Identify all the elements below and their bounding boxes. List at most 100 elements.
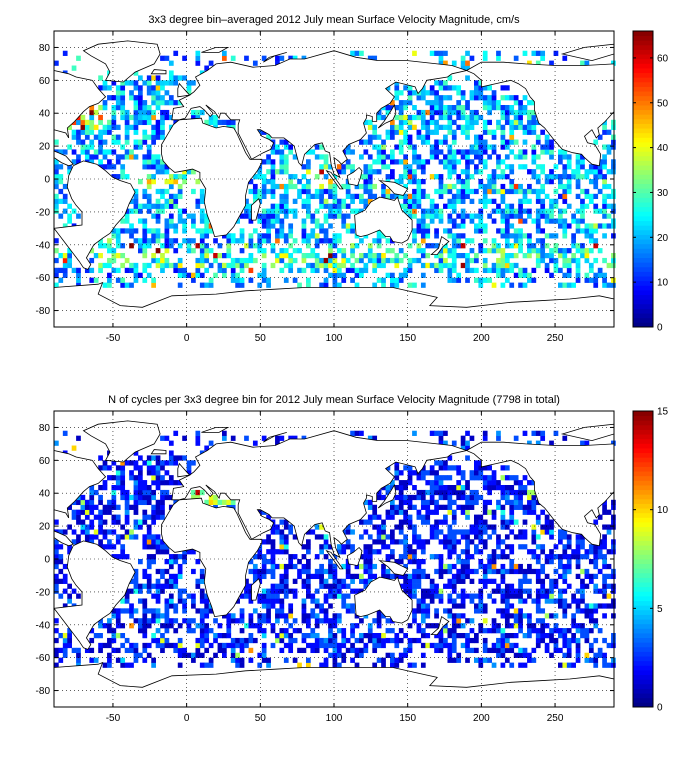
- heatmap-cell: [593, 554, 599, 560]
- heatmap-cell: [359, 578, 364, 584]
- heatmap-cell: [474, 85, 479, 91]
- heatmap-cell: [213, 637, 218, 644]
- heatmap-cell: [76, 662, 81, 668]
- heatmap-cell: [478, 85, 484, 91]
- heatmap-cell: [465, 183, 470, 190]
- heatmap-cell: [306, 578, 311, 584]
- heatmap-cell: [270, 164, 276, 170]
- heatmap-cell: [226, 238, 232, 244]
- heatmap-cell: [558, 593, 563, 599]
- heatmap-cell: [301, 218, 307, 224]
- heatmap-cell: [443, 114, 448, 121]
- heatmap-cell: [482, 544, 488, 550]
- heatmap-cell: [447, 633, 453, 639]
- heatmap-cell: [465, 114, 470, 121]
- heatmap-cell: [146, 642, 152, 649]
- colorbar-step: [633, 651, 653, 657]
- heatmap-cell: [336, 613, 342, 619]
- heatmap-cell: [465, 573, 470, 580]
- heatmap-cell: [491, 642, 497, 649]
- heatmap-cell: [491, 90, 497, 96]
- heatmap-cell: [146, 183, 152, 190]
- heatmap-cell: [522, 233, 528, 239]
- heatmap-cell: [460, 623, 466, 629]
- heatmap-cell: [438, 554, 444, 560]
- heatmap-cell: [482, 149, 488, 155]
- heatmap-cell: [332, 652, 338, 658]
- heatmap-cell: [328, 238, 333, 244]
- heatmap-cell: [443, 460, 448, 466]
- heatmap-cell: [288, 174, 294, 180]
- heatmap-cell: [323, 534, 329, 540]
- heatmap-cell: [208, 608, 214, 614]
- heatmap-cell: [146, 465, 152, 471]
- colorbar-step: [633, 494, 653, 500]
- heatmap-cell: [403, 253, 408, 259]
- heatmap-cell: [129, 470, 134, 476]
- y-tick-label: 80: [39, 423, 51, 434]
- heatmap-cell: [115, 554, 121, 560]
- heatmap-cell: [120, 282, 126, 288]
- heatmap-cell: [518, 164, 523, 170]
- heatmap-cell: [310, 647, 316, 654]
- heatmap-cell: [177, 593, 183, 599]
- heatmap-cell: [474, 144, 479, 150]
- heatmap-cell: [222, 435, 227, 441]
- heatmap-cell: [195, 494, 201, 501]
- heatmap-cell: [522, 164, 528, 170]
- heatmap-cell: [350, 193, 355, 200]
- heatmap-cell: [84, 149, 90, 155]
- heatmap-cell: [199, 282, 205, 288]
- x-tick-label: 200: [473, 333, 490, 344]
- heatmap-cell: [89, 105, 95, 111]
- heatmap-cell: [288, 55, 294, 61]
- heatmap-cell: [261, 248, 267, 254]
- heatmap-cell: [226, 618, 232, 624]
- heatmap-cell: [527, 114, 532, 121]
- heatmap-cell: [120, 480, 126, 486]
- heatmap-cell: [76, 657, 81, 663]
- heatmap-cell: [518, 494, 523, 501]
- heatmap-cell: [275, 55, 280, 61]
- heatmap-cell: [602, 509, 607, 515]
- heatmap-cell: [531, 549, 537, 555]
- heatmap-cell: [288, 637, 294, 644]
- colorbar-step: [633, 239, 653, 245]
- heatmap-cell: [412, 169, 417, 175]
- coastline: [53, 540, 136, 650]
- heatmap-cell: [447, 248, 453, 254]
- heatmap-cell: [500, 647, 506, 654]
- heatmap-cell: [58, 568, 64, 575]
- heatmap-cell: [465, 514, 470, 520]
- heatmap-cell: [363, 578, 369, 584]
- heatmap-cell: [438, 430, 444, 436]
- heatmap-cell: [438, 114, 444, 121]
- heatmap-cell: [575, 642, 581, 649]
- heatmap-cell: [443, 504, 448, 510]
- heatmap-cell: [323, 578, 329, 584]
- heatmap-cell: [482, 198, 488, 204]
- heatmap-cell: [248, 637, 254, 644]
- heatmap-cell: [133, 568, 139, 575]
- heatmap-cell: [239, 642, 245, 649]
- heatmap-cell: [474, 228, 479, 234]
- heatmap-cell: [146, 208, 152, 214]
- heatmap-cell: [173, 455, 179, 461]
- heatmap-cell: [527, 440, 532, 446]
- heatmap-cell: [155, 499, 161, 506]
- colorbar-step: [633, 234, 653, 240]
- heatmap-cell: [283, 563, 289, 570]
- heatmap-cell: [84, 129, 90, 135]
- heatmap-cell: [235, 637, 240, 644]
- coastline: [354, 196, 413, 244]
- heatmap-cell: [385, 134, 391, 140]
- heatmap-cell: [496, 203, 501, 209]
- heatmap-cell: [182, 549, 187, 555]
- heatmap-cell: [155, 90, 161, 96]
- x-tick-label: 250: [547, 713, 564, 724]
- heatmap-cell: [164, 223, 170, 229]
- heatmap-cell: [531, 509, 537, 515]
- heatmap-cell: [407, 100, 413, 106]
- heatmap-cell: [438, 539, 444, 545]
- heatmap-cell: [230, 257, 236, 264]
